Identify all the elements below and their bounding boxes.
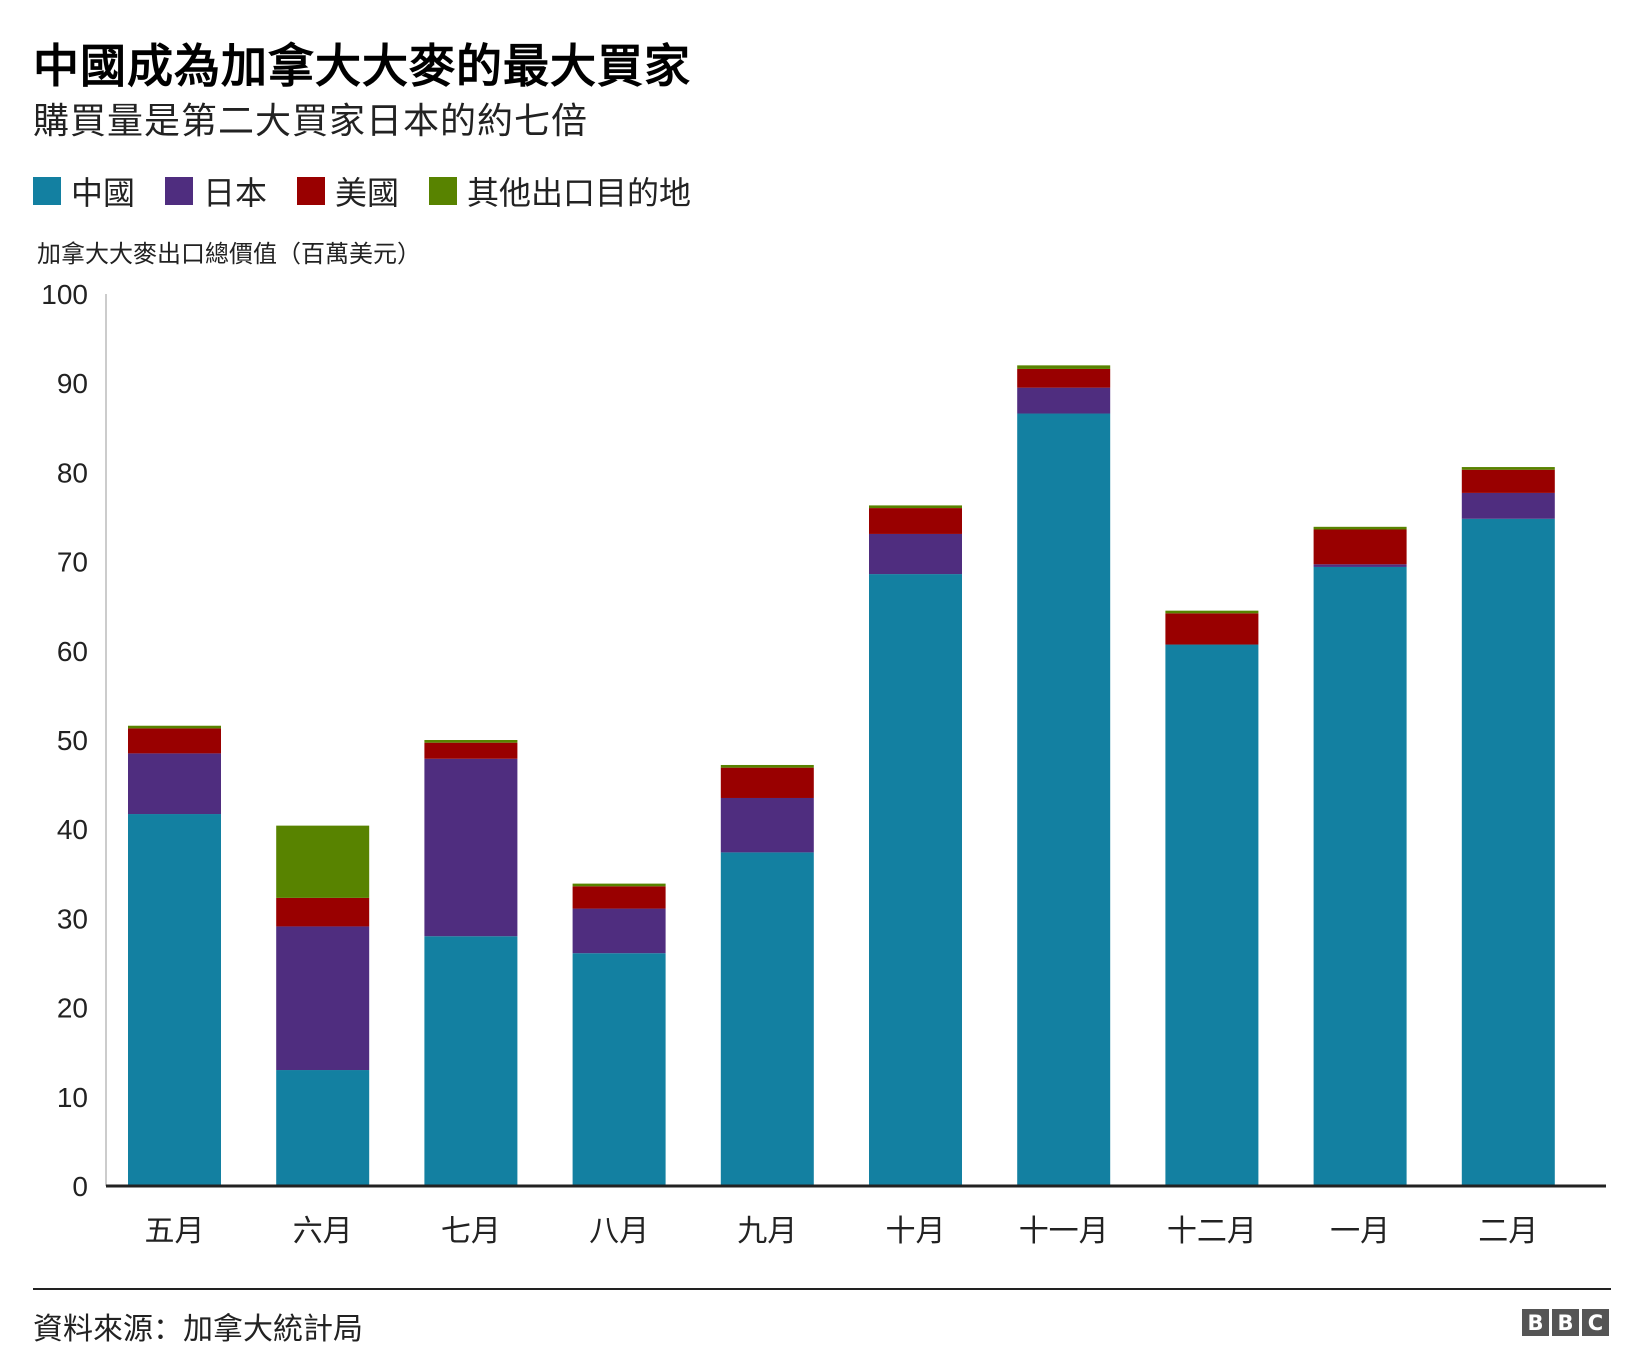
bar-segment <box>1313 566 1407 1186</box>
legend-label-china: 中國 <box>71 174 136 212</box>
y-tick-label: 100 <box>41 279 88 310</box>
x-tick-label: 二月 <box>1478 1214 1538 1249</box>
bar-segment <box>128 753 221 815</box>
bar-segment <box>128 725 221 729</box>
bar-segment <box>424 936 518 1186</box>
bar-segment <box>869 533 962 575</box>
y-tick-label: 60 <box>57 636 88 667</box>
bar-segment <box>1017 365 1111 369</box>
bar-segment <box>1017 387 1111 414</box>
x-tick-label: 一月 <box>1330 1214 1390 1249</box>
legend-label-japan: 日本 <box>203 174 268 212</box>
legend-swatch-japan <box>165 177 194 205</box>
legend-label-usa: 美國 <box>335 174 400 212</box>
bar-segment <box>1165 610 1259 614</box>
legend-label-other: 其他出口目的地 <box>467 174 692 212</box>
y-axis-label: 加拿大大麥出口總價值（百萬美元） <box>37 240 421 268</box>
legend-swatch-china <box>33 177 61 205</box>
bar-segment <box>1017 368 1111 388</box>
legend: 中國 日本 美國 其他出口目的地 <box>33 168 721 214</box>
bbc-logo: B B C <box>1522 1309 1609 1336</box>
bar-segment <box>572 883 666 887</box>
y-tick-label: 70 <box>57 547 88 578</box>
y-tick-label: 30 <box>57 903 88 934</box>
x-tick-label: 六月 <box>293 1214 353 1249</box>
bar-segment <box>572 953 666 1186</box>
x-tick-label: 八月 <box>589 1214 649 1249</box>
source-note: 資料來源：加拿大統計局 <box>33 1312 363 1347</box>
y-tick-label: 10 <box>57 1082 88 1113</box>
legend-item-china: 中國 <box>33 168 135 214</box>
bar-segment <box>1165 613 1259 645</box>
stacked-bar-chart: 0 10 20 30 40 50 60 70 80 90 100 五月 六月 七月 八月 九月 十月 十一月 十二月… <box>41 279 1606 1249</box>
x-tick-label: 七月 <box>441 1214 501 1249</box>
bar-segment <box>424 742 518 759</box>
legend-item-japan: 日本 <box>165 168 267 214</box>
bar-segment <box>720 797 814 853</box>
x-tick-label: 十二月 <box>1167 1214 1257 1249</box>
bar-segment <box>424 758 518 937</box>
bar-segment <box>1313 564 1407 567</box>
bar-segment <box>572 886 666 909</box>
bar-segment <box>720 767 814 798</box>
x-tick-label: 十一月 <box>1019 1214 1109 1249</box>
bar-segment <box>720 764 814 768</box>
logo-letter-b1: B <box>1522 1309 1549 1336</box>
x-tick-label: 九月 <box>737 1214 797 1249</box>
bar-segment <box>1461 492 1555 519</box>
bar-segment <box>869 505 962 509</box>
legend-swatch-usa <box>297 177 326 205</box>
chart-title: 中國成為加拿大大麥的最大買家 <box>33 39 691 93</box>
x-tick-label: 五月 <box>145 1214 205 1249</box>
bar-segment <box>276 825 370 898</box>
y-tick-label: 50 <box>57 725 88 756</box>
bar-segment <box>1165 644 1259 1186</box>
footer-divider <box>33 1288 1611 1290</box>
logo-letter-c: C <box>1582 1309 1609 1336</box>
legend-item-usa: 美國 <box>297 168 399 214</box>
y-tick-label: 90 <box>57 368 88 399</box>
bar-segment <box>276 897 370 927</box>
bar-segment <box>1461 467 1555 470</box>
legend-swatch-other <box>429 177 458 205</box>
bar-segment <box>276 926 370 1071</box>
bar-segment <box>1017 413 1111 1186</box>
y-tick-label: 80 <box>57 457 88 488</box>
bar-segment <box>720 852 814 1186</box>
chart-subtitle: 購買量是第二大買家日本的約七倍 <box>33 101 589 142</box>
bar-segment <box>1461 469 1555 493</box>
bar-segment <box>869 508 962 534</box>
y-tick-label: 0 <box>72 1171 88 1202</box>
legend-item-other: 其他出口目的地 <box>429 168 691 214</box>
logo-letter-b2: B <box>1552 1309 1579 1336</box>
y-tick-label: 40 <box>57 814 88 845</box>
bar-segment <box>128 728 221 754</box>
y-tick-label: 20 <box>57 993 88 1024</box>
bar-segment <box>572 908 666 954</box>
bar-segment <box>869 574 962 1186</box>
bar-segment <box>1313 529 1407 565</box>
bar-segment <box>424 740 518 743</box>
bar-segment <box>276 1070 370 1186</box>
bar-segment <box>1461 518 1555 1186</box>
bar-segment <box>1313 526 1407 530</box>
x-tick-label: 十月 <box>886 1214 946 1249</box>
bar-segment <box>128 814 221 1186</box>
